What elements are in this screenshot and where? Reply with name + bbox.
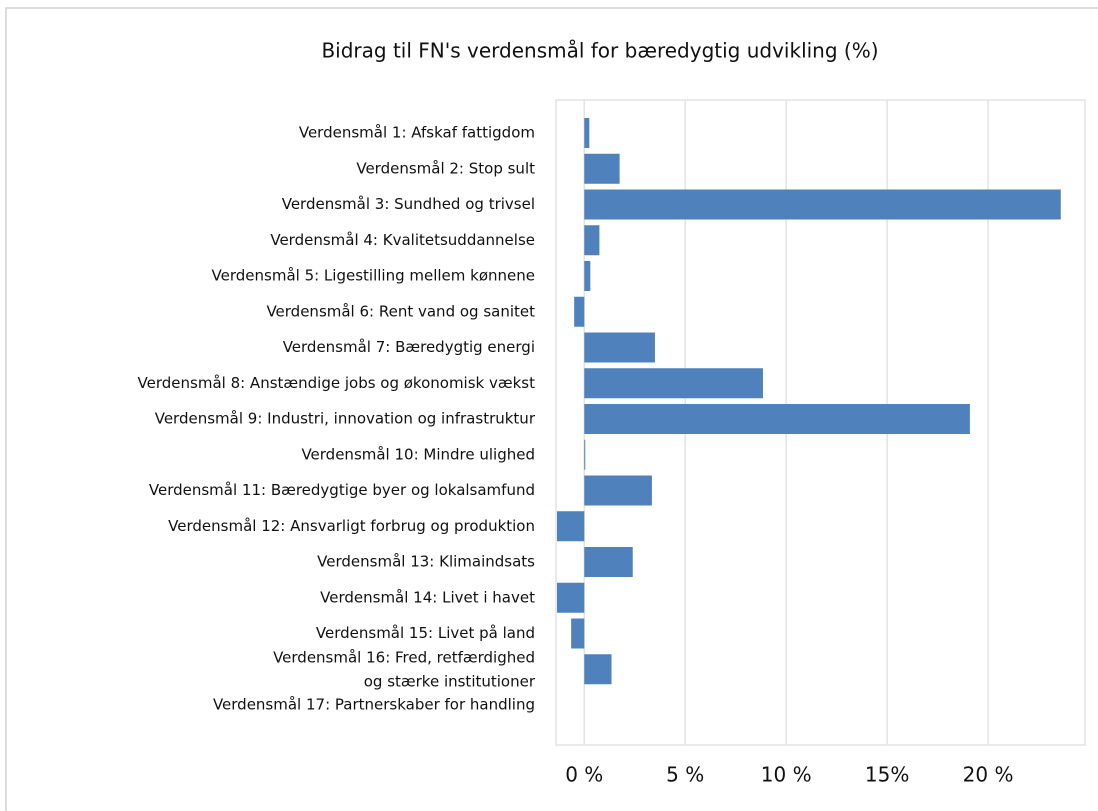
y-tick-label: Verdensmål 16: Fred, retfærdighed og stær… (273, 648, 536, 690)
bar (584, 404, 970, 434)
y-tick-label: Verdensmål 13: Klimaindsats (317, 553, 535, 571)
x-tick-label: 5 % (666, 763, 704, 787)
y-tick-label: Verdensmål 17: Partnerskaber for handlin… (213, 696, 535, 714)
bar (557, 511, 585, 542)
y-tick-label: Verdensmål 9: Industri, innovation og in… (155, 410, 536, 428)
bar (584, 654, 612, 685)
y-tick-label: Verdensmål 14: Livet i havet (320, 588, 535, 606)
bar (571, 618, 585, 649)
y-tick-label: Verdensmål 12: Ansvarligt forbrug og pro… (168, 517, 535, 535)
y-tick-label: Verdensmål 2: Stop sult (356, 159, 535, 177)
y-tick-label: Verdensmål 5: Ligestilling mellem kønnen… (212, 267, 535, 285)
bar (584, 332, 655, 363)
bar (584, 368, 763, 399)
bar (584, 475, 652, 506)
bar (584, 225, 600, 256)
y-tick-label: Verdensmål 11: Bæredygtige byer og lokal… (149, 481, 535, 499)
y-tick-label: Verdensmål 7: Bæredygtig energi (283, 338, 535, 356)
y-tick-label: Verdensmål 3: Sundhed og trivsel (282, 195, 535, 213)
x-tick-label: 0 % (565, 763, 603, 787)
x-tick-label: 20 % (963, 763, 1014, 787)
y-tick-label: Verdensmål 15: Livet på land (316, 624, 535, 642)
plot-frame (555, 99, 1086, 746)
x-tick-label: 10 % (761, 763, 812, 787)
y-tick-label: Verdensmål 10: Mindre ulighed (301, 445, 535, 463)
bar (557, 582, 585, 613)
bar (584, 547, 633, 577)
bar (584, 153, 620, 184)
chart-title: Bidrag til FN's verdensmål for bæredygti… (321, 39, 878, 63)
bar (584, 118, 590, 148)
y-tick-label: Verdensmål 8: Anstændige jobs og økonomi… (138, 374, 536, 392)
x-tick-label: 15% (865, 763, 909, 787)
y-tick-label: Verdensmål 4: Kvalitetsuddannelse (270, 231, 535, 249)
bar (584, 261, 591, 291)
bar (574, 296, 585, 327)
y-tick-label: Verdensmål 6: Rent vand og sanitet (266, 302, 535, 320)
bar (584, 439, 586, 470)
bar (584, 189, 1061, 220)
y-tick-label: Verdensmål 1: Afskaf fattigdom (299, 124, 535, 142)
page-frame (5, 7, 1098, 811)
